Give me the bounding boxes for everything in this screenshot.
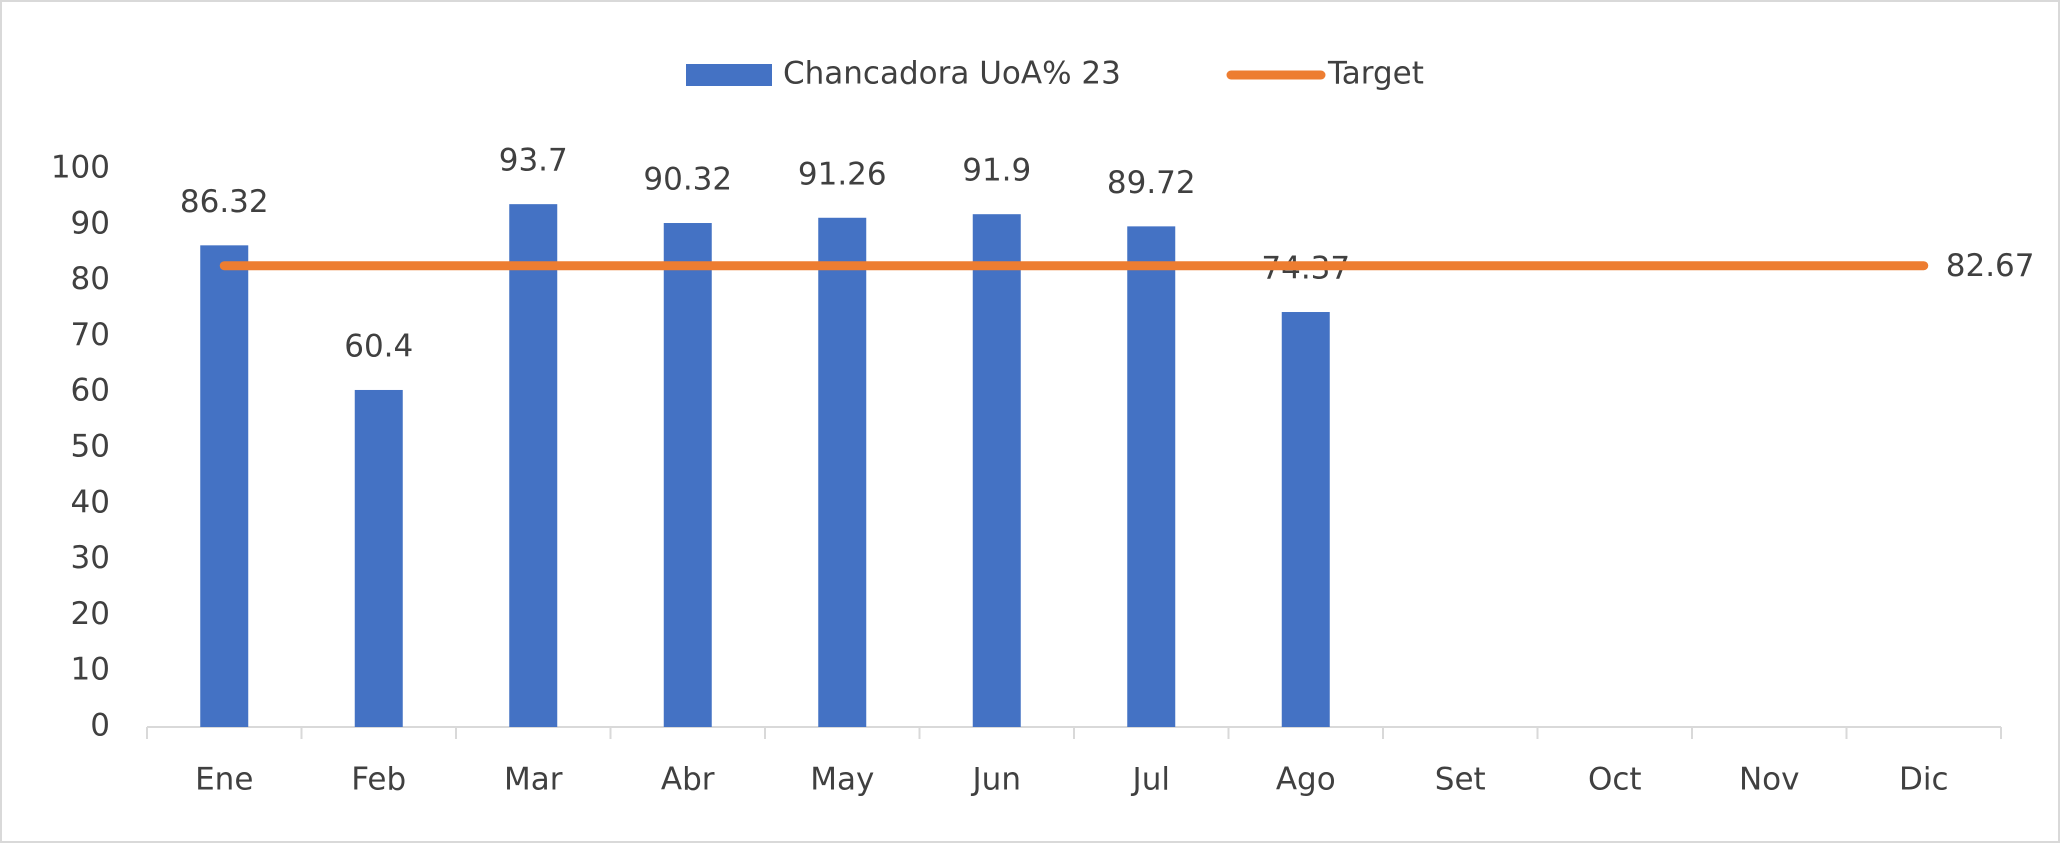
data-label: 93.7 bbox=[499, 143, 568, 179]
bar bbox=[972, 214, 1021, 727]
data-label: 82.67 bbox=[1946, 248, 2035, 284]
data-label: 89.72 bbox=[1107, 165, 1196, 201]
bar bbox=[1281, 312, 1330, 727]
legend-swatch bbox=[686, 64, 772, 86]
bar bbox=[354, 389, 403, 727]
bar bbox=[818, 217, 867, 727]
x-tick-label: Jun bbox=[971, 762, 1021, 798]
legend-label: Target bbox=[1327, 56, 1424, 92]
y-tick-label: 100 bbox=[51, 150, 110, 186]
data-label: 91.26 bbox=[798, 156, 887, 192]
x-tick-label: Feb bbox=[351, 762, 406, 798]
data-label: 91.9 bbox=[962, 153, 1031, 189]
y-tick-label: 40 bbox=[71, 484, 110, 520]
bar bbox=[200, 245, 249, 727]
y-tick-label: 60 bbox=[71, 373, 110, 409]
x-tick-label: Nov bbox=[1739, 762, 1800, 798]
bar bbox=[509, 204, 558, 728]
y-tick-label: 90 bbox=[71, 205, 110, 241]
x-tick-label: Oct bbox=[1588, 762, 1642, 798]
bar bbox=[663, 223, 712, 727]
data-label: 86.32 bbox=[180, 184, 269, 220]
legend-label: Chancadora UoA% 23 bbox=[783, 56, 1121, 92]
bar bbox=[1127, 226, 1176, 727]
x-tick-label: May bbox=[810, 762, 874, 798]
x-tick-label: Mar bbox=[504, 762, 563, 798]
y-tick-label: 30 bbox=[71, 540, 110, 576]
y-tick-label: 50 bbox=[71, 429, 110, 465]
y-tick-label: 80 bbox=[71, 261, 110, 297]
x-tick-label: Abr bbox=[661, 762, 715, 798]
x-tick-label: Ago bbox=[1276, 762, 1336, 798]
y-tick-label: 10 bbox=[71, 652, 110, 688]
y-tick-label: 70 bbox=[71, 317, 110, 353]
data-label: 60.4 bbox=[344, 328, 413, 364]
x-tick-label: Dic bbox=[1899, 762, 1949, 798]
y-tick-label: 0 bbox=[90, 708, 110, 744]
x-tick-label: Ene bbox=[195, 762, 253, 798]
x-tick-label: Jul bbox=[1131, 762, 1170, 798]
x-tick-label: Set bbox=[1435, 762, 1486, 798]
y-tick-label: 20 bbox=[71, 596, 110, 632]
data-label: 90.32 bbox=[643, 162, 732, 198]
